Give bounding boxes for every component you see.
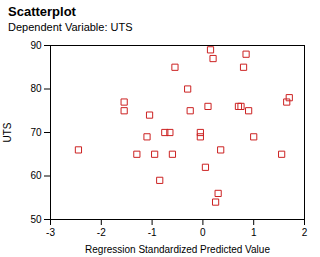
svg-text:60: 60 xyxy=(30,170,42,181)
html-text:Scatterplot: Scatterplot xyxy=(8,4,76,19)
html-text:Dependent Variable: UTS: Dependent Variable: UTS xyxy=(8,21,133,33)
svg-text:-3: -3 xyxy=(46,227,55,238)
svg-text:70: 70 xyxy=(30,127,42,138)
svg-text:0: 0 xyxy=(200,227,206,238)
svg-text:50: 50 xyxy=(30,214,42,225)
svg-text:UTS: UTS xyxy=(2,122,13,142)
svg-text:1: 1 xyxy=(251,227,257,238)
svg-text:90: 90 xyxy=(30,40,42,51)
svg-text:80: 80 xyxy=(30,83,42,94)
svg-text:2: 2 xyxy=(302,227,308,238)
svg-text:Regression Standardized Predic: Regression Standardized Predicted Value xyxy=(85,244,270,255)
svg-text:-2: -2 xyxy=(97,227,106,238)
svg-text:-1: -1 xyxy=(148,227,157,238)
